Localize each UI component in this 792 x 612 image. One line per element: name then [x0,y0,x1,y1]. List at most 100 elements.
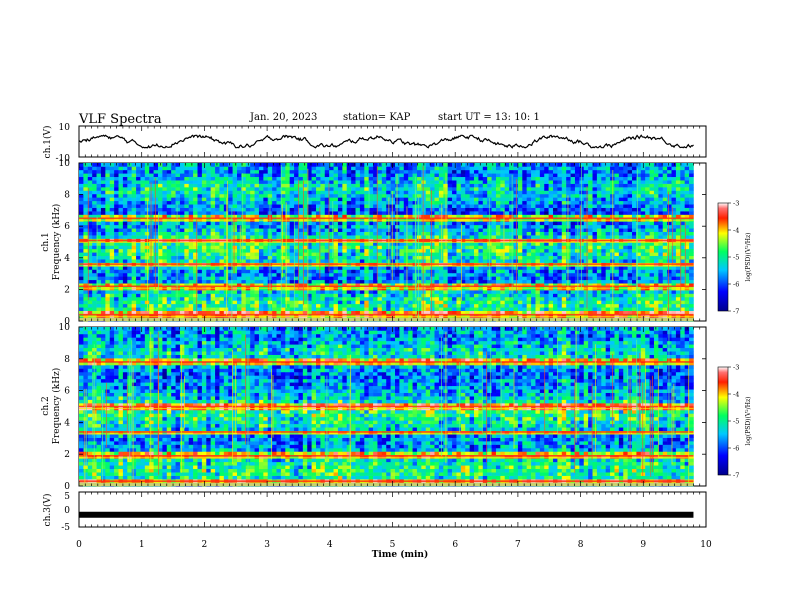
spectrogram-cell [478,235,484,239]
spectrogram-cell [495,221,501,226]
spectrogram-cell [517,307,523,311]
spectrogram-cell [294,231,299,236]
spectrogram-cell [342,228,348,232]
spectrogram-cell [289,228,295,232]
spectrogram-cell [245,266,251,270]
spectrogram-cell [438,248,444,253]
spectrogram-cell [570,276,576,281]
spectrogram-cell [640,231,646,236]
chart-title: VLF Spectra [79,112,162,127]
spectrogram-cell [342,207,348,212]
spectrogram-cell [206,266,211,270]
spectrogram-cell [263,231,269,236]
spectrogram-cell [509,221,514,226]
spectrogram-cell [105,214,111,219]
spectrogram-cell [478,290,484,294]
spectrogram-cell [381,204,387,208]
spectrogram-cell [294,293,299,298]
spectrogram-cell [667,235,672,239]
spectrogram-cell [87,207,93,212]
spectrogram-cell [548,224,554,229]
spectrogram-cell [618,269,624,274]
spectrogram-cell [478,204,484,208]
spectrogram-cell [105,283,111,287]
spectrogram-cell [153,197,159,202]
spectrogram-cell [482,228,488,232]
spectrogram-cell [127,252,132,257]
spectrogram-cell [548,214,554,219]
spectrogram-cell [351,224,356,229]
spectrogram-cell [333,283,339,287]
spectrogram-cell [311,231,317,236]
spectrogram-cell [526,245,532,250]
spectrogram-cell [206,269,211,274]
spectrogram-cell [316,204,321,208]
spectrogram-cell [504,248,510,253]
spectrogram-cell [539,248,545,253]
spectrogram-cell [421,310,427,315]
spectrogram-cell [548,245,554,250]
spectrogram-cell [425,272,431,277]
spectrogram-cell [645,293,650,298]
spectrogram-cell [184,235,190,239]
spectrogram-cell [667,228,672,232]
spectrogram-cell [92,228,97,232]
spectrogram-cell [425,207,431,212]
spectrogram-cell [250,269,255,274]
spectrogram-cell [460,303,466,308]
spectrogram-cell [359,283,365,287]
spectrogram-cell [588,200,593,205]
spectrogram-cell [127,293,132,298]
spectrogram-cell [412,314,418,318]
spectrogram-cell [342,310,348,315]
spectrogram-cell [87,242,93,246]
spectrogram-cell [421,296,427,301]
spectrogram-cell [566,266,571,270]
spectrogram-cell [171,200,176,205]
spectrogram-cell [478,266,484,270]
spectrogram-cell [425,310,431,315]
spectrogram-cell [193,255,198,260]
spectrogram-cell [127,279,132,284]
spectrogram-cell [307,269,312,274]
spectrogram-cell [127,259,132,263]
spectrogram-cell [570,207,576,212]
spectrogram-cell [689,235,694,239]
spectrogram-cell [179,207,185,212]
spectrogram-cell [83,252,89,257]
spectrogram-cell [158,224,163,229]
spectrogram-cell [452,221,457,226]
spectrogram-cell [671,224,677,229]
spectrogram-cell [522,221,527,226]
spectrogram-cell [100,296,106,301]
spectrogram-cell [114,248,119,253]
spectrogram-cell [447,245,453,250]
spectrogram-cell [614,207,620,212]
spectrogram-cell [140,300,146,305]
spectrogram-cell [351,314,356,318]
spectrogram-cell [258,283,264,287]
spectrogram-cell [509,283,514,287]
spectrogram-cell [544,293,549,298]
spectrogram-cell [359,279,365,284]
spectrogram-cell [175,204,181,208]
spectrogram-cell [478,252,484,257]
spectrogram-cell [491,248,497,253]
spectrogram-cell [662,290,668,294]
spectrogram-cell [324,221,330,226]
spectrogram-cell [583,293,589,298]
spectrogram-cell [500,248,506,253]
spectrogram-cell [495,290,501,294]
spectrogram-cell [114,228,119,232]
spectrogram-cell [228,259,233,263]
spectrogram-cell [368,207,374,212]
spectrogram-cell [614,211,620,215]
spectrogram-cell [193,245,198,250]
spectrogram-cell [509,314,514,318]
spectrogram-cell [175,211,181,215]
spectrogram-cell [460,252,466,257]
spectrogram-cell [122,272,128,277]
spectrogram-cell [83,269,89,274]
spectrogram-cell [618,283,624,287]
spectrogram-cell [245,303,251,308]
